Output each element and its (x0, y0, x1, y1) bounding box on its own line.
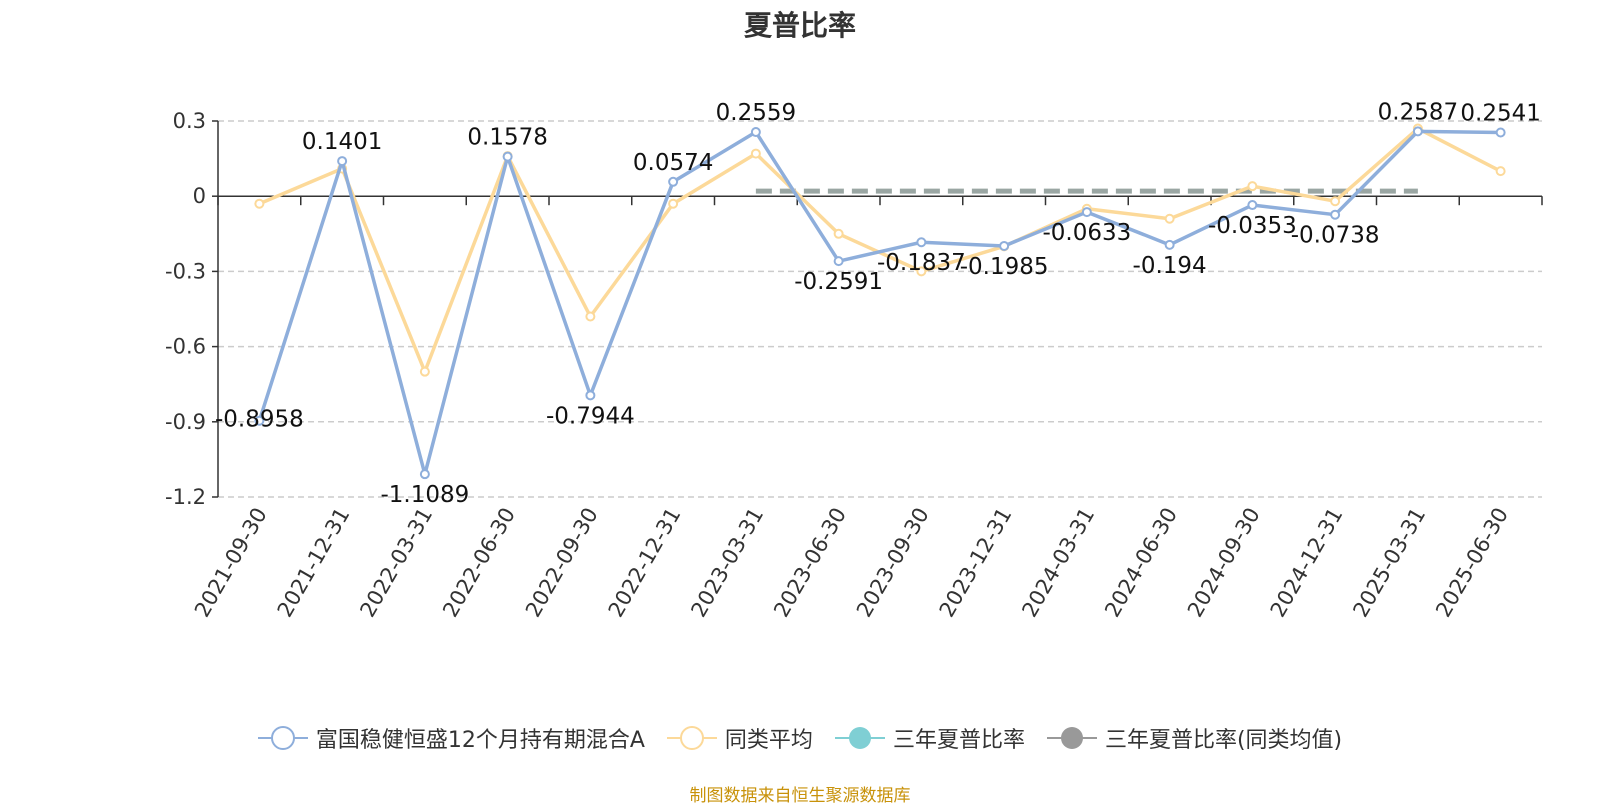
chart-title: 夏普比率 (743, 9, 856, 42)
fund-point (668, 176, 679, 187)
peer-avg-point (750, 148, 761, 159)
x-tick-label: 2021-12-31 (273, 504, 355, 622)
fund-point (502, 151, 513, 162)
peer-avg-point (916, 266, 927, 277)
x-tick-label: 2024-12-31 (1266, 504, 1348, 622)
fund-point (585, 390, 596, 401)
fund-point (1081, 207, 1092, 218)
peer-avg-point (1247, 181, 1258, 192)
x-tick-label: 2022-09-30 (521, 504, 603, 622)
fund-point (1164, 239, 1175, 250)
peer-avg-point (585, 311, 596, 322)
x-tick-label: 2022-03-31 (355, 504, 437, 622)
fund-data-label: -0.8958 (215, 407, 304, 433)
peer-avg-point (668, 198, 679, 209)
peer-avg-point (419, 366, 430, 377)
peer-avg-point (833, 228, 844, 239)
fund-data-label: -1.1089 (380, 482, 469, 508)
y-tick-label: -0.9 (165, 410, 206, 434)
fund-point (254, 415, 265, 426)
legend-label-three-year-avg: 三年夏普比率(同类均值) (1104, 728, 1343, 753)
x-tick-label: 2025-06-30 (1431, 504, 1513, 622)
legend-label-three-year: 三年夏普比率 (892, 728, 1025, 753)
fund-point (337, 156, 348, 167)
x-tick-label: 2021-09-30 (190, 504, 272, 622)
x-tick-label: 2024-09-30 (1183, 504, 1265, 622)
y-tick-label: -0.3 (165, 259, 206, 283)
x-tick-label: 2023-09-30 (852, 504, 934, 622)
legend-item-three-year[interactable]: 三年夏普比率 (834, 722, 1025, 754)
fund-data-label: -0.2591 (794, 269, 883, 295)
x-tick-label: 2023-03-31 (686, 504, 768, 622)
peer-avg-point (1330, 196, 1341, 207)
source-note: 制图数据来自恒生聚源数据库 (689, 786, 911, 806)
series-lines (254, 123, 1506, 480)
y-tick-label: 0 (193, 184, 206, 208)
legend: 富国稳健恒盛12个月持有期混合A 同类平均 三年夏普比率 三年夏普比率(同类均值… (0, 722, 1600, 754)
x-tick-label: 2025-03-31 (1348, 504, 1430, 622)
fund-line (257, 129, 1501, 476)
fund-data-label: 0.2587 (1378, 99, 1458, 125)
fund-data-label: -0.1837 (877, 250, 966, 276)
fund-point (1412, 126, 1423, 137)
fund-data-label: -0.0633 (1042, 220, 1131, 246)
legend-item-three-year-avg[interactable]: 三年夏普比率(同类均值) (1046, 722, 1343, 754)
legend-three-year-marker-icon (834, 727, 885, 749)
x-tick-label: 2024-03-31 (1017, 504, 1099, 622)
fund-data-label: 0.2541 (1460, 101, 1540, 127)
legend-three-year-avg-marker-icon (1046, 727, 1097, 749)
fund-point (916, 237, 927, 248)
fund-data-label: 0.0574 (633, 150, 713, 176)
peer-avg-point (1495, 166, 1506, 177)
peer-avg-point (254, 198, 265, 209)
y-tick-label: -0.6 (165, 335, 206, 359)
y-tick-label: -1.2 (165, 485, 206, 509)
fund-data-label: 0.1578 (467, 125, 547, 151)
fund-data-label: -0.0738 (1291, 223, 1380, 249)
x-tick-label: 2022-06-30 (438, 504, 520, 622)
fund-point (1247, 200, 1258, 211)
x-tick-label: 2023-12-31 (935, 504, 1017, 622)
fund-data-label: -0.7944 (546, 403, 635, 429)
fund-data-label: 0.2559 (716, 100, 796, 126)
fund-data-label: -0.1985 (960, 254, 1049, 280)
fund-point (1330, 209, 1341, 220)
y-tick-label: 0.3 (173, 109, 206, 133)
fund-point (833, 256, 844, 267)
x-tick-label: 2022-12-31 (604, 504, 686, 622)
legend-label-peer-avg: 同类平均 (724, 728, 813, 753)
fund-data-label: 0.1401 (302, 129, 382, 155)
data-labels: -0.89580.1401-1.10890.1578-0.79440.05740… (215, 99, 1541, 508)
peer-avg-point (1164, 213, 1175, 224)
fund-data-label: -0.0353 (1208, 213, 1297, 239)
legend-peer-avg-marker-icon (666, 726, 717, 750)
x-tick-label: 2024-06-30 (1100, 504, 1182, 622)
x-tick-label: 2023-06-30 (769, 504, 851, 622)
legend-item-fund[interactable]: 富国稳健恒盛12个月持有期混合A (257, 722, 645, 754)
legend-fund-marker-icon (257, 726, 308, 750)
fund-data-label: -0.194 (1133, 253, 1207, 279)
legend-item-peer-avg[interactable]: 同类平均 (666, 722, 813, 754)
fund-point (750, 127, 761, 138)
fund-point (999, 240, 1010, 251)
fund-point (1495, 127, 1506, 138)
fund-point (419, 469, 430, 480)
legend-label-fund: 富国稳健恒盛12个月持有期混合A (315, 728, 645, 753)
